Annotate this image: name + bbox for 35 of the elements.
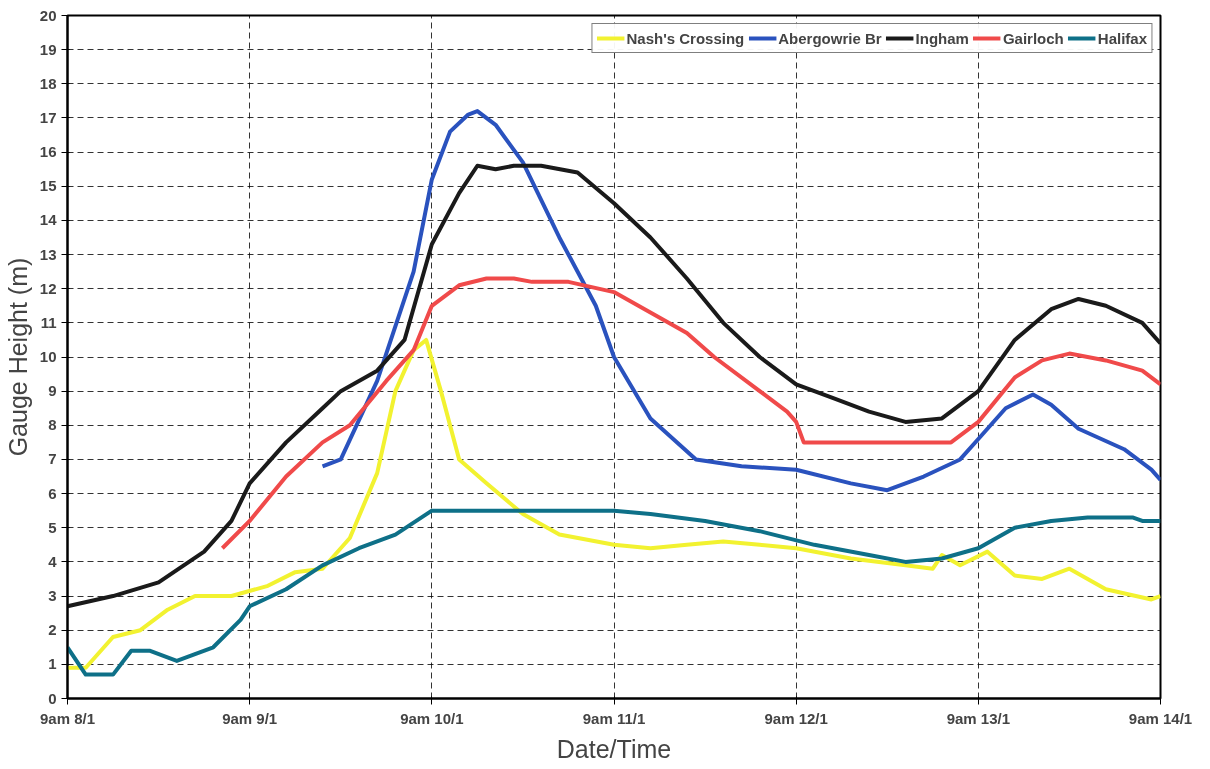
y-tick-label: 4 — [48, 552, 58, 570]
y-tick-label: 13 — [39, 245, 57, 263]
y-tick-label: 0 — [48, 689, 57, 707]
legend-label: Gairloch — [1002, 29, 1064, 47]
legend-label: Halifax — [1097, 29, 1147, 47]
x-tick-label: 9am 12/1 — [764, 709, 828, 727]
y-tick-label: 18 — [39, 74, 57, 92]
y-axis-title: Gauge Height (m) — [3, 257, 32, 457]
y-tick-label: 10 — [39, 348, 57, 365]
x-tick-label: 9am 11/1 — [582, 709, 646, 727]
y-tick-label: 5 — [48, 518, 57, 536]
y-tick-label: 16 — [39, 143, 57, 161]
y-tick-label: 2 — [48, 621, 57, 639]
y-tick-label: 15 — [39, 177, 57, 195]
y-tick-label: 14 — [39, 211, 58, 229]
y-tick-label: 11 — [40, 313, 57, 331]
legend-label: Abergowrie Br — [778, 29, 882, 47]
x-axis-title: Date/Time — [556, 734, 672, 763]
y-tick-label: 7 — [48, 450, 57, 468]
x-tick-label: 9am 13/1 — [946, 709, 1011, 727]
legend-label: Nash's Crossing — [626, 29, 745, 47]
x-tick-label: 9am 10/1 — [400, 709, 464, 727]
y-tick-label: 12 — [39, 279, 57, 297]
legend-label: Ingham — [915, 29, 969, 47]
x-tick-label: 9am 8/1 — [39, 709, 96, 727]
y-tick-label: 8 — [48, 416, 57, 434]
y-tick-label: 3 — [48, 587, 57, 605]
y-tick-label: 6 — [48, 484, 57, 502]
x-tick-label: 9am 14/1 — [1128, 709, 1193, 727]
y-tick-label: 17 — [39, 108, 57, 126]
x-tick-label: 9am 9/1 — [222, 709, 278, 727]
y-tick-label: 1 — [48, 655, 57, 673]
y-tick-label: 20 — [39, 6, 57, 24]
y-tick-label: 9 — [48, 382, 57, 400]
y-tick-label: 19 — [39, 40, 57, 58]
